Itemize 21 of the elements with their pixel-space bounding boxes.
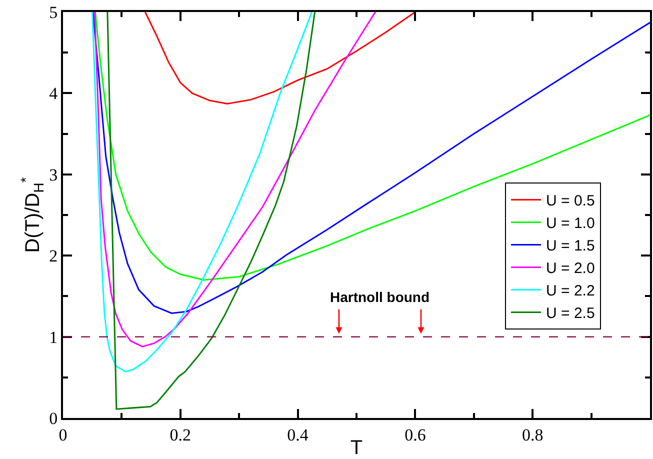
y-tick-label: 0 xyxy=(49,408,58,428)
line-series xyxy=(106,12,316,410)
legend-label: U = 0.5 xyxy=(546,192,595,210)
legend-label: U = 1.0 xyxy=(546,215,595,232)
x-tick-label: 0.8 xyxy=(522,425,544,444)
legend-label: U = 2.5 xyxy=(546,305,595,322)
legend-label: U = 2.2 xyxy=(546,282,595,300)
x-tick-label: 0.6 xyxy=(404,425,426,444)
x-tick-label: 0.4 xyxy=(287,425,309,444)
x-tick-label: 0.2 xyxy=(170,425,192,444)
y-tick-label: 5 xyxy=(49,2,58,22)
legend-label: U = 1.5 xyxy=(546,238,595,255)
legend-label: U = 2.0 xyxy=(546,260,595,278)
x-axis-title: T xyxy=(350,437,363,459)
y-tick-label: 2 xyxy=(49,246,58,266)
y-tick-label: 4 xyxy=(49,84,58,104)
line-series xyxy=(144,12,416,105)
y-tick-label: 3 xyxy=(49,165,58,184)
line-series xyxy=(92,12,313,372)
y-tick-label: 1 xyxy=(49,328,58,347)
annotation: Hartnoll bound xyxy=(330,289,430,305)
